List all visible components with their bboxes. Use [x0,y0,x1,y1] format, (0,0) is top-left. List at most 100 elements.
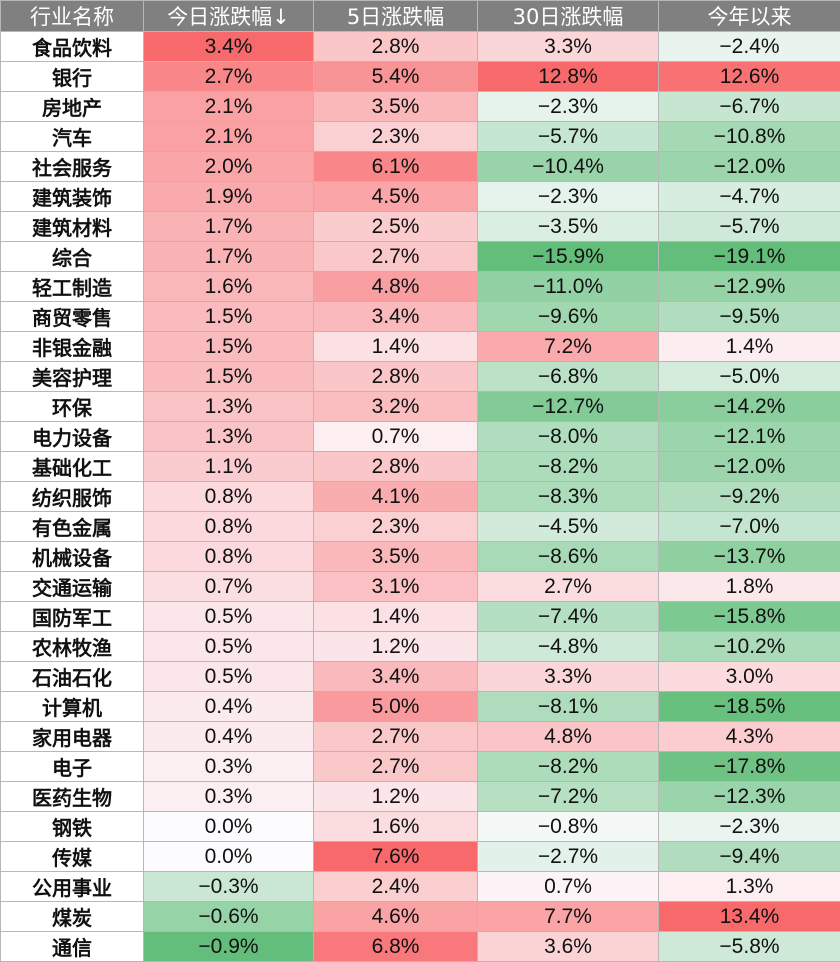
header-today-change[interactable]: 今日涨跌幅↓ [144,1,314,32]
30day-change-cell: −7.4% [478,602,659,632]
30day-change-cell: −4.8% [478,632,659,662]
industry-name-cell: 石油石化 [1,662,144,692]
30day-change-cell: −8.2% [478,752,659,782]
industry-name-cell: 美容护理 [1,362,144,392]
30day-change-cell: 3.3% [478,32,659,62]
ytd-change-cell: −12.0% [659,152,840,182]
header-ytd-change[interactable]: 今年以来 [659,1,840,32]
today-change-cell: 0.3% [144,752,314,782]
today-change-cell: 1.5% [144,332,314,362]
5day-change-cell: 2.3% [314,512,478,542]
header-30day-change[interactable]: 30日涨跌幅 [478,1,659,32]
today-change-cell: 0.0% [144,842,314,872]
5day-change-cell: 3.5% [314,92,478,122]
30day-change-cell: −7.2% [478,782,659,812]
5day-change-cell: 7.6% [314,842,478,872]
today-change-cell: 0.4% [144,722,314,752]
5day-change-cell: 2.7% [314,722,478,752]
5day-change-cell: 3.1% [314,572,478,602]
today-change-cell: −0.3% [144,872,314,902]
5day-change-cell: 3.5% [314,542,478,572]
industry-name-cell: 农林牧渔 [1,632,144,662]
today-change-cell: 0.5% [144,602,314,632]
industry-name-cell: 纺织服饰 [1,482,144,512]
industry-name-cell: 机械设备 [1,542,144,572]
today-change-cell: 1.1% [144,452,314,482]
industry-name-cell: 建筑装饰 [1,182,144,212]
ytd-change-cell: −5.7% [659,212,840,242]
5day-change-cell: 6.8% [314,932,478,962]
industry-name-cell: 轻工制造 [1,272,144,302]
ytd-change-cell: −12.0% [659,452,840,482]
industry-name-cell: 公用事业 [1,872,144,902]
today-change-cell: 1.5% [144,302,314,332]
30day-change-cell: −8.0% [478,422,659,452]
5day-change-cell: 2.8% [314,32,478,62]
ytd-change-cell: 4.3% [659,722,840,752]
table-row: 煤炭−0.6%4.6%7.7%13.4% [1,902,840,932]
industry-name-cell: 食品饮料 [1,32,144,62]
industry-name-cell: 社会服务 [1,152,144,182]
5day-change-cell: 2.7% [314,752,478,782]
ytd-change-cell: −9.2% [659,482,840,512]
5day-change-cell: 1.2% [314,782,478,812]
30day-change-cell: 3.3% [478,662,659,692]
30day-change-cell: −0.8% [478,812,659,842]
30day-change-cell: −2.3% [478,182,659,212]
5day-change-cell: 3.4% [314,302,478,332]
5day-change-cell: 1.6% [314,812,478,842]
5day-change-cell: 5.4% [314,62,478,92]
header-5day-change[interactable]: 5日涨跌幅 [314,1,478,32]
30day-change-cell: 7.2% [478,332,659,362]
table-row: 通信−0.9%6.8%3.6%−5.8% [1,932,840,962]
30day-change-cell: −2.7% [478,842,659,872]
today-change-cell: 2.0% [144,152,314,182]
ytd-change-cell: −15.8% [659,602,840,632]
ytd-change-cell: 3.0% [659,662,840,692]
5day-change-cell: 2.3% [314,122,478,152]
30day-change-cell: 12.8% [478,62,659,92]
ytd-change-cell: −14.2% [659,392,840,422]
30day-change-cell: 3.6% [478,932,659,962]
industry-name-cell: 交通运输 [1,572,144,602]
industry-name-cell: 煤炭 [1,902,144,932]
5day-change-cell: 2.8% [314,452,478,482]
ytd-change-cell: −7.0% [659,512,840,542]
30day-change-cell: 0.7% [478,872,659,902]
ytd-change-cell: 1.8% [659,572,840,602]
today-change-cell: 1.5% [144,362,314,392]
ytd-change-cell: −18.5% [659,692,840,722]
5day-change-cell: 0.7% [314,422,478,452]
industry-name-cell: 钢铁 [1,812,144,842]
industry-name-cell: 综合 [1,242,144,272]
5day-change-cell: 5.0% [314,692,478,722]
ytd-change-cell: −6.7% [659,92,840,122]
ytd-change-cell: −4.7% [659,182,840,212]
30day-change-cell: −3.5% [478,212,659,242]
ytd-change-cell: −19.1% [659,242,840,272]
today-change-cell: 0.8% [144,542,314,572]
today-change-cell: 0.3% [144,782,314,812]
header-industry-name[interactable]: 行业名称 [1,1,144,32]
today-change-cell: 0.7% [144,572,314,602]
today-change-cell: 0.8% [144,512,314,542]
ytd-change-cell: −12.1% [659,422,840,452]
ytd-change-cell: −5.0% [659,362,840,392]
30day-change-cell: −9.6% [478,302,659,332]
industry-name-cell: 传媒 [1,842,144,872]
